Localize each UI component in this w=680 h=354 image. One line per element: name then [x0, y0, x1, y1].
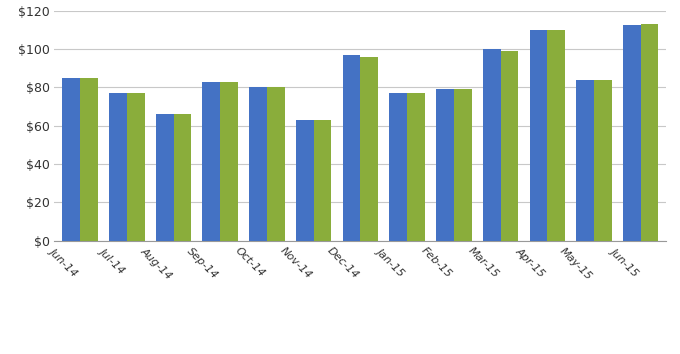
Bar: [173, 114, 191, 241]
Bar: [547, 30, 565, 241]
Bar: [436, 89, 454, 241]
Bar: [407, 93, 425, 241]
Bar: [296, 120, 313, 241]
Bar: [641, 24, 658, 241]
Bar: [63, 78, 80, 241]
Bar: [530, 30, 547, 241]
Bar: [220, 81, 238, 241]
Bar: [249, 87, 267, 241]
Bar: [390, 93, 407, 241]
Bar: [80, 78, 98, 241]
Bar: [454, 89, 472, 241]
Bar: [594, 80, 612, 241]
Bar: [500, 51, 518, 241]
Bar: [576, 80, 594, 241]
Bar: [156, 114, 173, 241]
Bar: [313, 120, 331, 241]
Bar: [203, 81, 220, 241]
Bar: [343, 55, 360, 241]
Bar: [126, 93, 145, 241]
Bar: [109, 93, 126, 241]
Bar: [623, 25, 641, 241]
Bar: [267, 87, 285, 241]
Bar: [483, 49, 500, 241]
Bar: [360, 57, 378, 241]
